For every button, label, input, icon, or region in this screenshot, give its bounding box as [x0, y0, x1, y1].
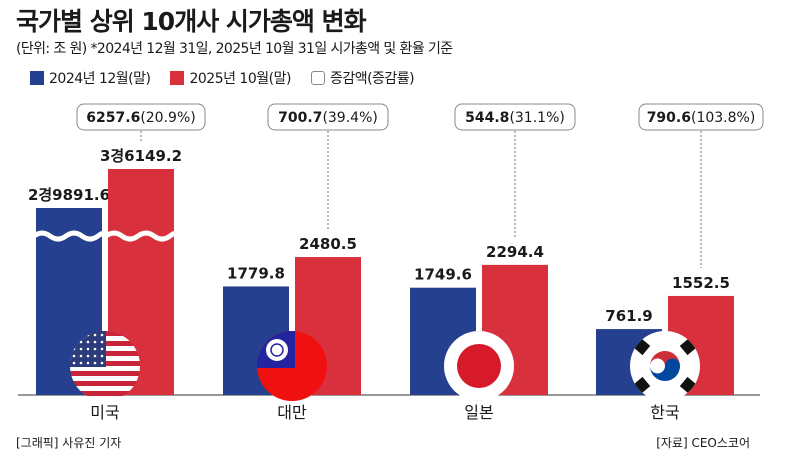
legend-item-2025: 2025년 10월(말) — [170, 68, 291, 88]
category-label: 한국 — [650, 403, 679, 422]
source: [자료] CEO스코어 — [656, 436, 750, 450]
chart-subtitle: (단위: 조 원) *2024년 12월 31일, 2025년 10월 31일 … — [16, 41, 453, 57]
japan-flag-icon — [444, 331, 514, 401]
change-amount: 544.8 — [465, 110, 509, 126]
data-label: 1749.6 — [414, 266, 472, 284]
category-label: 미국 — [90, 403, 119, 422]
korea-flag-icon — [630, 331, 700, 401]
us-flag-icon — [70, 331, 140, 401]
legend-item-2024: 2024년 12월(말) — [30, 68, 151, 88]
change-box — [76, 103, 206, 131]
data-label: 2294.4 — [486, 243, 544, 261]
change-rate: (20.9%) — [140, 110, 195, 126]
category-label: 대만 — [277, 403, 307, 422]
change-label: 700.7(39.4%) — [278, 110, 378, 126]
credit: [그래픽] 사유진 기자 — [16, 436, 122, 450]
change-rate: (103.8%) — [691, 110, 755, 126]
data-label: 2경9891.6 — [28, 186, 110, 204]
change-rate: (39.4%) — [322, 110, 377, 126]
category-label: 일본 — [464, 403, 493, 422]
data-label: 761.9 — [605, 307, 652, 325]
data-label: 2480.5 — [299, 235, 357, 253]
legend-label: 2024년 12월(말) — [49, 71, 151, 87]
taiwan-flag-icon — [257, 331, 327, 401]
change-box — [454, 103, 576, 131]
change-label: 544.8(31.1%) — [465, 110, 565, 126]
legend-item-change: 증감액(증감률) — [310, 68, 415, 88]
change-amount: 6257.6 — [86, 110, 140, 126]
legend-swatch-red — [170, 71, 185, 85]
change-label: 790.6(103.8%) — [647, 110, 756, 126]
axis-break-mark — [32, 230, 109, 242]
legend-swatch-blue — [30, 71, 44, 85]
change-rate: (31.1%) — [509, 110, 564, 126]
legend-swatch-box — [310, 71, 325, 85]
change-label: 6257.6(20.9%) — [86, 110, 195, 126]
chart-title: 국가별 상위 10개사 시가총액 변화 — [16, 7, 367, 36]
axis-break-mark — [104, 230, 181, 242]
change-amount: 700.7 — [278, 110, 322, 126]
change-amount: 790.6 — [647, 110, 691, 126]
legend-label: 증감액(증감률) — [329, 71, 415, 87]
data-label: 1779.8 — [227, 264, 285, 282]
legend: 2024년 12월(말) 2025년 10월(말) 증감액(증감률) — [30, 68, 415, 88]
data-label: 3경6149.2 — [100, 147, 182, 165]
change-box — [638, 103, 764, 131]
data-label: 1552.5 — [672, 274, 730, 292]
legend-label: 2025년 10월(말) — [189, 71, 291, 87]
change-box — [267, 103, 389, 131]
